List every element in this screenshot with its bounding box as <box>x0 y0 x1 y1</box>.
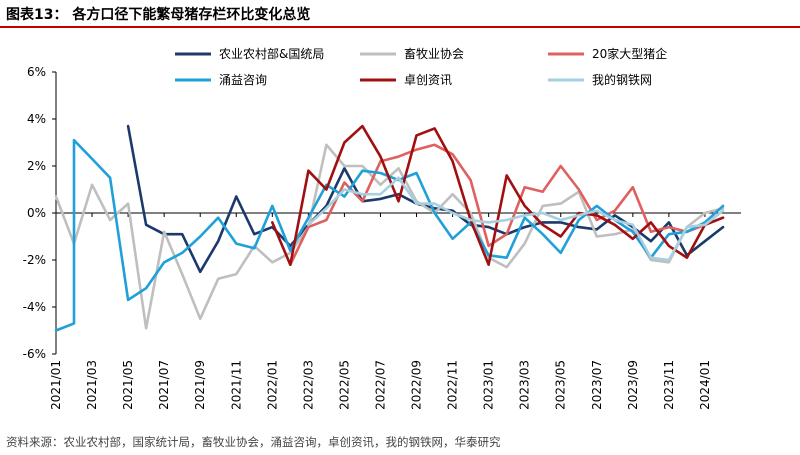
source-note: 资料来源：农业农村部，国家统计局，畜牧业协会，涌益咨询，卓创资讯，我的钢铁网，华… <box>6 435 501 449</box>
figure-title: 图表13： 各方口径下能繁母猪存栏环比变化总览 <box>6 7 311 23</box>
series-line-2 <box>54 143 725 330</box>
legend-label: 涌益咨询 <box>219 72 267 87</box>
legend-label: 我的钢铁网 <box>592 72 652 87</box>
y-tick-label: 2% <box>27 159 46 173</box>
x-tick-label: 2022/01 <box>265 360 279 410</box>
x-tick-label: 2021/07 <box>157 360 171 410</box>
legend-label: 卓创资讯 <box>404 73 452 87</box>
x-tick-label: 2022/03 <box>301 360 315 410</box>
y-tick-label: 0% <box>27 206 46 220</box>
legend-label: 农业农村部&国统局 <box>219 46 324 61</box>
series-layer <box>54 124 725 332</box>
x-tick-label: 2023/01 <box>482 360 496 410</box>
tick-label-layer: 6% 4% 2% 0% -2% -4% -6%2021/01 2021/03 2021/05 20… <box>23 65 712 410</box>
legend-label: 畜牧业协会 <box>404 46 464 61</box>
x-tick-label: 2023/07 <box>590 360 604 410</box>
series-line-6 <box>307 176 725 262</box>
x-tick-label: 2022/07 <box>373 360 387 410</box>
x-tick-label: 2021/03 <box>85 360 99 410</box>
x-tick-label: 2021/01 <box>49 360 63 410</box>
x-tick-label: 2021/11 <box>229 360 243 410</box>
x-tick-label: 2024/01 <box>698 360 712 410</box>
x-tick-label: 2021/05 <box>121 360 135 410</box>
y-tick-label: 6% <box>27 65 46 79</box>
x-tick-label: 2023/03 <box>518 360 532 410</box>
series-line-3 <box>288 143 725 266</box>
x-tick-label: 2021/09 <box>193 360 207 410</box>
y-tick-label: 4% <box>27 112 46 126</box>
x-tick-label: 2022/11 <box>446 360 460 410</box>
x-tick-label: 2022/05 <box>337 360 351 410</box>
x-tick-label: 2023/05 <box>554 360 568 410</box>
series-line-4 <box>54 138 725 332</box>
x-tick-label: 2023/11 <box>662 360 676 410</box>
x-tick-label: 2022/09 <box>410 360 424 410</box>
x-tick-label: 2023/09 <box>626 360 640 410</box>
y-tick-label: -4% <box>23 300 46 314</box>
y-tick-label: -2% <box>23 253 46 267</box>
legend-label: 20家大型猪企 <box>592 46 667 61</box>
axis-layer <box>52 71 741 355</box>
y-tick-label: -6% <box>23 347 46 361</box>
title-rule <box>0 26 800 28</box>
